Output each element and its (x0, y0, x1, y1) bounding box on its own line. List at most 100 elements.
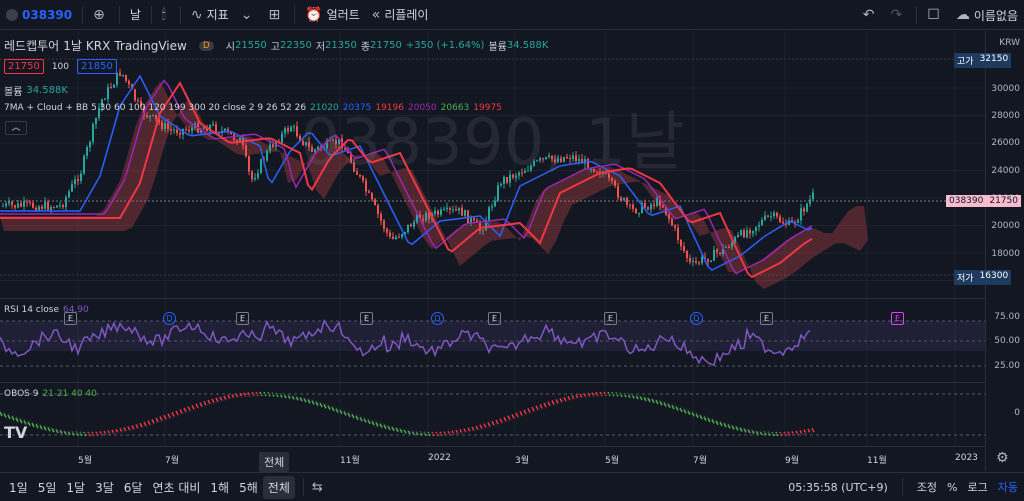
dividend-marker[interactable]: D (690, 312, 703, 325)
symbol-search[interactable]: 038390 (0, 0, 78, 30)
range-1m[interactable]: 1달 (66, 480, 86, 495)
legend-interval: 1날 (63, 39, 82, 53)
price-tick: 26000 (991, 138, 1020, 148)
ma-value-2: 20375 (342, 103, 372, 113)
gear-icon: ⚙ (996, 450, 1009, 466)
time-axis[interactable]: 5월 7월 11월 2022 3월 5월 7월 9월 11월 2023 (0, 446, 985, 470)
earnings-marker[interactable]: E (64, 312, 77, 325)
time-tick: 11월 (340, 456, 360, 466)
range-3m[interactable]: 3달 (95, 480, 114, 495)
log-toggle[interactable]: 로그 (967, 481, 988, 494)
cloud-icon: ☁ (955, 7, 970, 23)
indicators-dropdown[interactable]: ⌄ (235, 0, 263, 30)
legend-volume-label: 볼륨 (488, 42, 507, 53)
legend-high: 22350 (280, 40, 312, 51)
volume-legend-label: 볼륨 (4, 87, 23, 98)
compare-button[interactable]: ⊕ (87, 0, 115, 30)
range-6m[interactable]: 6달 (123, 480, 143, 495)
fullscreen-button[interactable]: ☐ (921, 0, 950, 30)
collapse-legend-button[interactable]: ︿ (5, 121, 27, 135)
symbol-name: 038390 (22, 7, 73, 22)
dividend-marker[interactable]: D (431, 312, 444, 325)
chart-type-button[interactable]: 🕯 (156, 0, 176, 30)
legend-change: +350 (+1.64%) (405, 40, 485, 51)
alert-button[interactable]: ⏰ 얼러트 (299, 0, 366, 30)
ma-value-6: 19975 (473, 103, 502, 113)
chart-settings-button[interactable]: ⚙ (996, 450, 1009, 466)
layout-button[interactable]: ⊞ (262, 0, 290, 30)
spread-value: 100 (51, 61, 69, 72)
chevron-up-icon: ︿ (11, 123, 21, 133)
square-icon: ☐ (927, 7, 940, 23)
clock-time[interactable]: 05:35:58 (UTC+9) (788, 480, 888, 494)
bid-ask-legend: 21750 100 21850 (4, 59, 117, 74)
pane-divider[interactable] (0, 382, 1024, 383)
obos-tick: 0 (1014, 408, 1020, 418)
time-tick: 11월 (867, 456, 887, 466)
time-tick: 2023 (955, 453, 978, 463)
range-5d[interactable]: 5일 (37, 480, 57, 495)
date-range-bar: 1일 5일 1달 3달 6달 연초 대비 1해 5해 전체 ⇆ 05:35:58… (0, 472, 1024, 501)
top-toolbar: 038390 ⊕ 날 🕯 ∿ 지표 ⌄ ⊞ ⏰ 얼러트 « 리플레이 ↶ ↷ ☐… (0, 0, 1024, 30)
ask-price[interactable]: 21850 (77, 59, 117, 74)
rsi-tick: 75.00 (994, 312, 1020, 322)
bid-price[interactable]: 21750 (4, 59, 44, 74)
pane-divider[interactable] (0, 298, 1024, 299)
ma-value-3: 19196 (375, 103, 404, 113)
earnings-marker[interactable]: E (604, 312, 617, 325)
range-1y[interactable]: 1해 (210, 480, 230, 495)
goto-date-button[interactable]: ⇆ (312, 480, 323, 495)
range-all[interactable]: 전체 (262, 475, 295, 499)
high-price-badge: 고가 32150 (954, 53, 1012, 68)
range-5y[interactable]: 5해 (239, 480, 258, 495)
range-1d[interactable]: 1일 (9, 480, 28, 495)
range-tooltip: 전체 (259, 452, 290, 472)
grid-icon: ⊞ (268, 6, 281, 23)
earnings-marker[interactable]: E (760, 312, 773, 325)
time-tick: 3월 (515, 456, 530, 466)
currency-label[interactable]: KRW (999, 38, 1020, 48)
tradingview-logo-icon[interactable]: 𝗧𝗩 (4, 423, 28, 442)
last-price-badge: 038390 21750 (946, 195, 1021, 207)
legend-d-badge: D (198, 40, 214, 51)
redo-button[interactable]: ↷ (885, 0, 913, 30)
time-tick: 7월 (693, 456, 708, 466)
layout-name-label: 이름없음 (973, 8, 1018, 23)
interval-button[interactable]: 날 (124, 0, 147, 30)
price-axis[interactable]: KRW 30000 28000 26000 24000 22000 20000 … (985, 31, 1024, 471)
time-tick: 7월 (165, 456, 180, 466)
price-tick: 20000 (991, 221, 1020, 231)
series-legend: 레드캡투어 1날 KRX TradingView D 시 21550 고 22350… (4, 37, 548, 54)
chevron-down-icon: ⌄ (240, 6, 253, 23)
low-price-badge: 저가 16300 (954, 270, 1012, 285)
earnings-marker[interactable]: E (360, 312, 373, 325)
legend-open: 21550 (234, 40, 267, 51)
undo-button[interactable]: ↶ (857, 0, 885, 30)
earnings-marker-future[interactable]: E (891, 312, 904, 325)
replay-button[interactable]: « 리플레이 (366, 0, 435, 30)
time-tick: 5월 (78, 456, 93, 466)
earnings-marker[interactable]: E (488, 312, 501, 325)
indicators-button[interactable]: ∿ 지표 (185, 0, 235, 30)
alert-label: 얼러트 (326, 8, 360, 22)
redo-icon: ↷ (890, 7, 903, 23)
rsi-value: 64.90 (62, 305, 89, 315)
dividend-marker[interactable]: D (163, 312, 176, 325)
ma-value-4: 20050 (408, 103, 437, 113)
legend-close-label: 종 (360, 42, 371, 53)
rsi-label: RSI 14 close (4, 305, 59, 315)
legend-title: 레드캡투어 (4, 39, 60, 53)
earnings-marker[interactable]: E (236, 312, 249, 325)
rsi-legend: RSI 14 close 64.90 (4, 305, 89, 315)
obos-legend: OBOS 9 21 21 40 40 (4, 389, 97, 399)
auto-toggle[interactable]: 자동 (997, 481, 1018, 494)
legend-exchange: KRX (85, 38, 111, 53)
legend-source: TradingView (114, 38, 187, 53)
plus-circle-icon: ⊕ (93, 6, 105, 23)
percent-toggle[interactable]: % (947, 480, 958, 494)
range-ytd[interactable]: 연초 대비 (152, 480, 201, 495)
volume-legend-value: 34.588K (26, 85, 68, 96)
layout-name-button[interactable]: ☁ 이름없음 (950, 0, 1024, 30)
adjust-toggle[interactable]: 조정 (916, 481, 938, 494)
